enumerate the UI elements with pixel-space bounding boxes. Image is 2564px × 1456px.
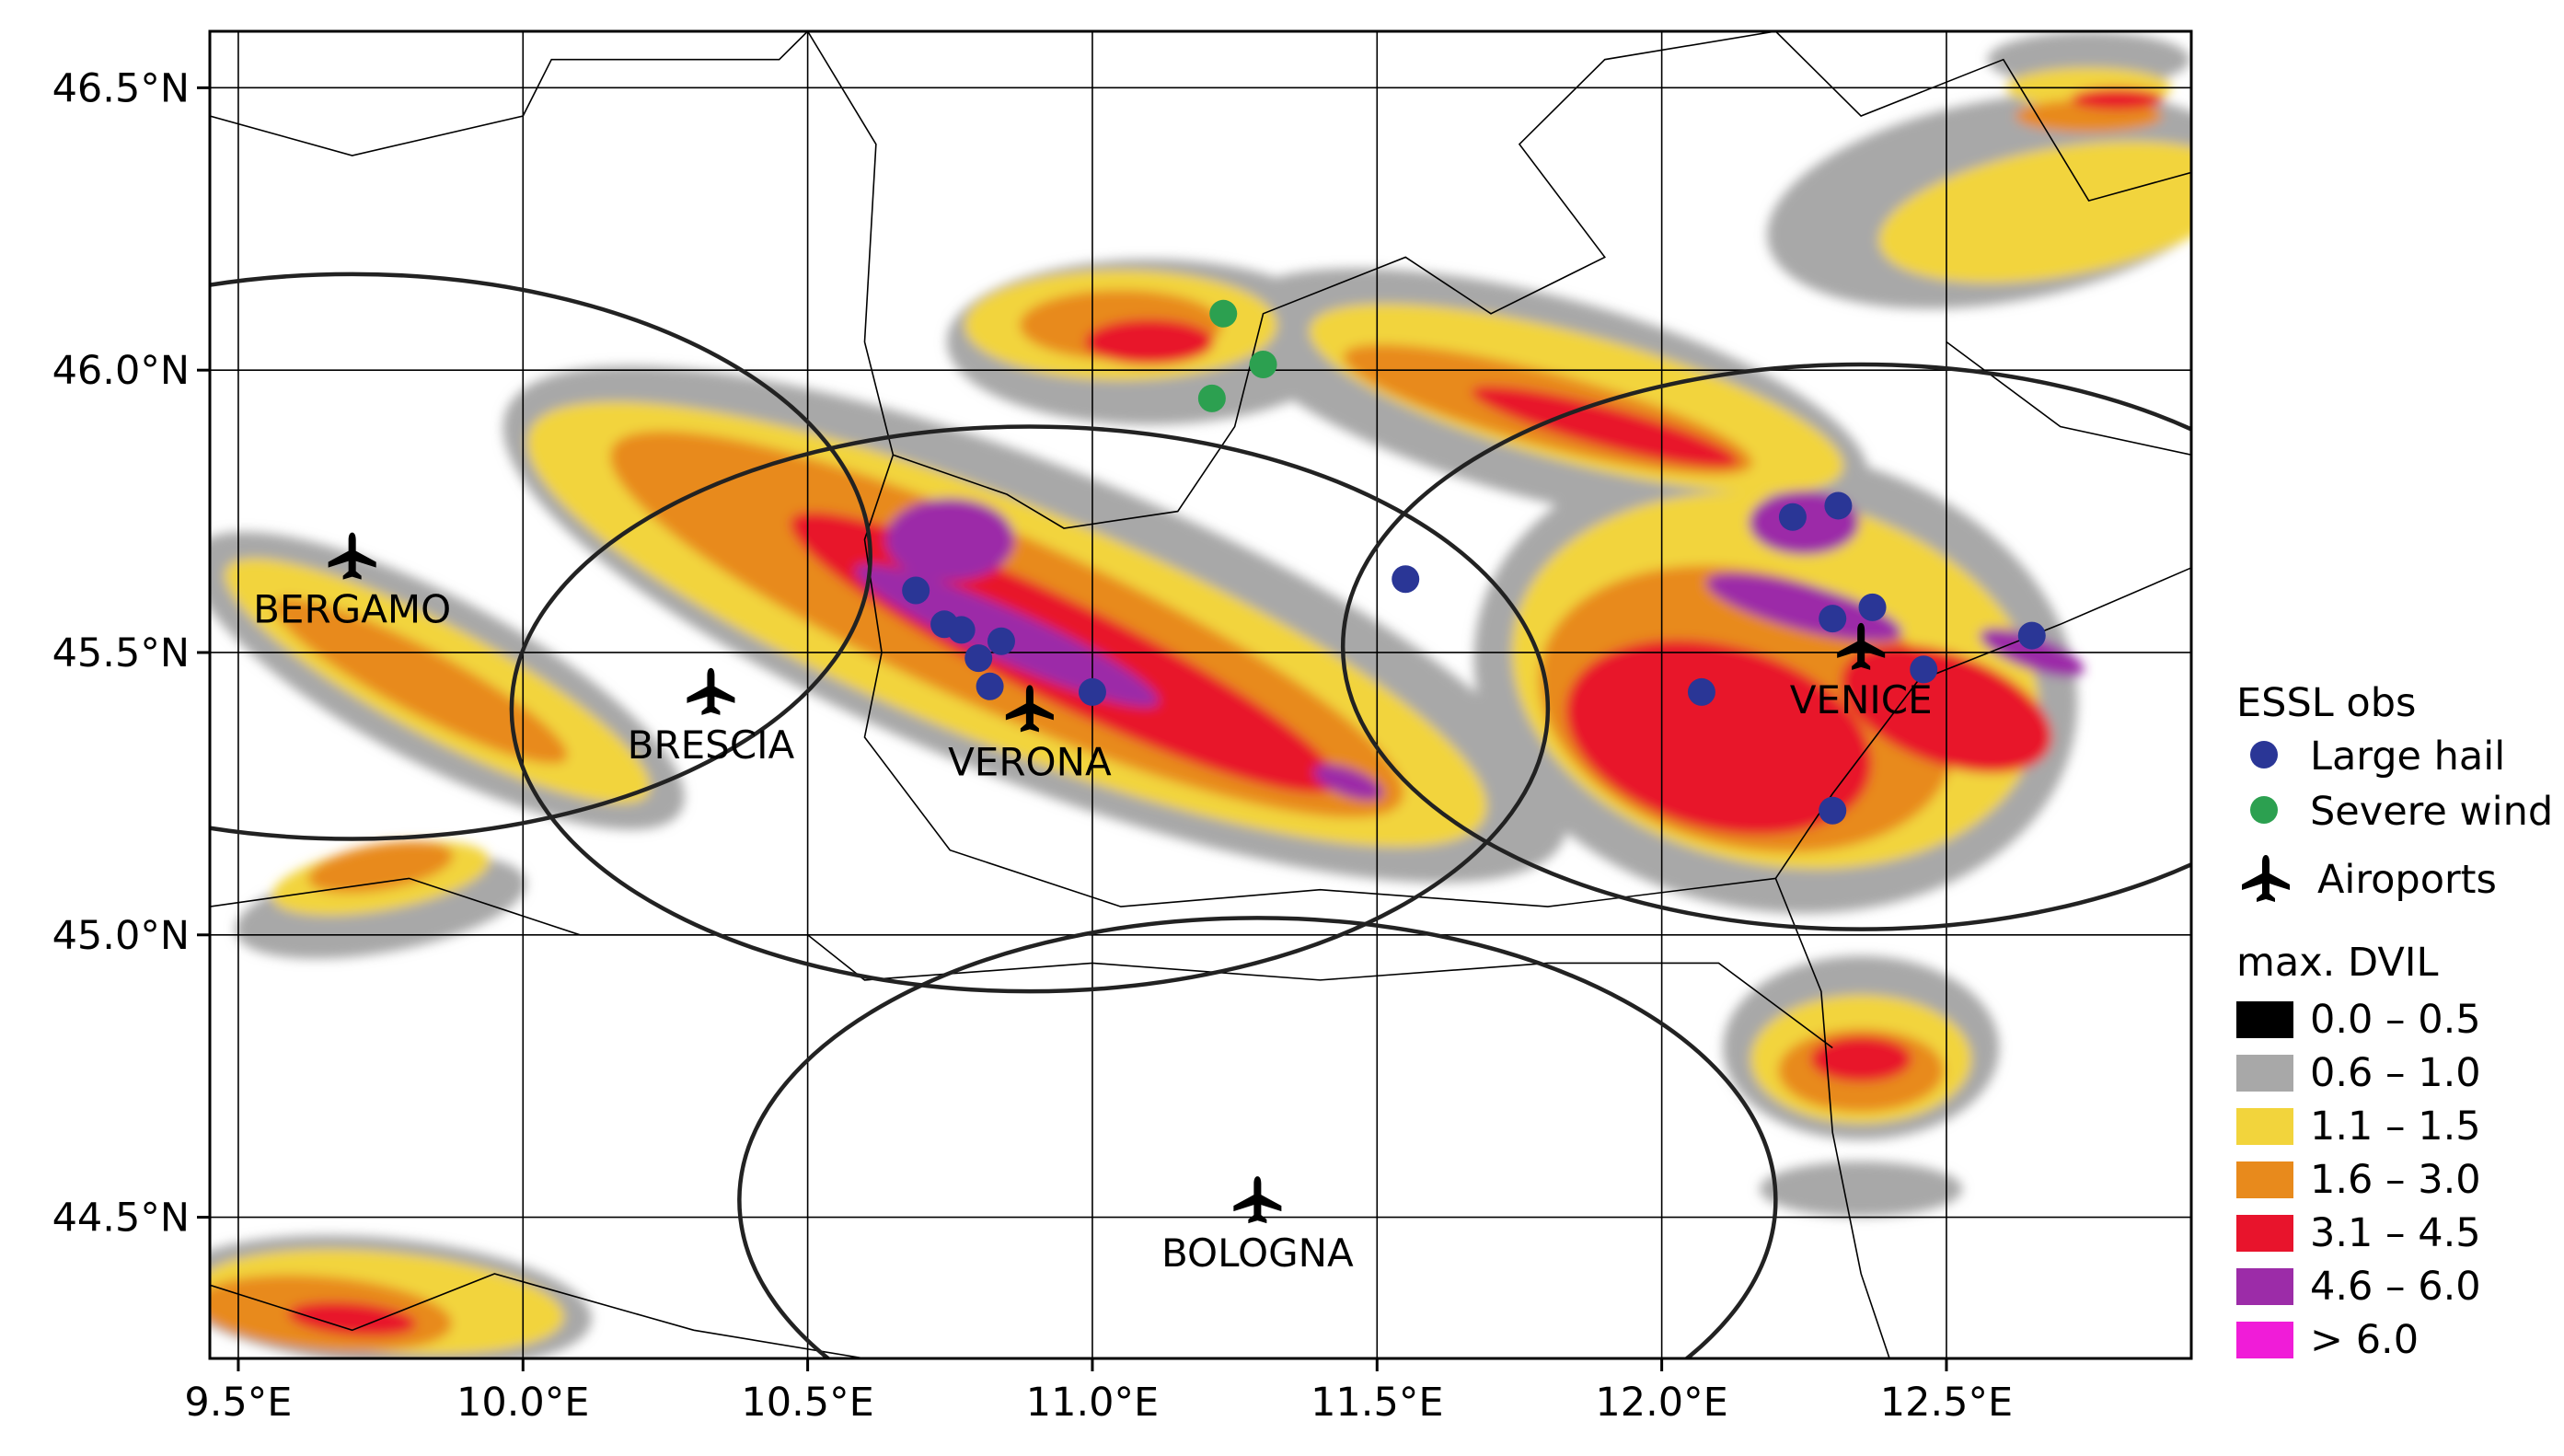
large-hail-marker	[947, 616, 976, 644]
legend-large-hail-label: Large hail	[2310, 734, 2505, 780]
dvil-field	[210, 31, 2191, 1358]
x-tick-label: 11.0°E	[1026, 1380, 1159, 1426]
legend-dvil-label: 4.6 – 6.0	[2310, 1264, 2481, 1310]
large-hail-marker	[1824, 491, 1853, 520]
dvil-cell	[1565, 639, 1872, 836]
y-tick-label: 46.0°N	[52, 348, 190, 394]
large-hail-marker	[1819, 605, 1847, 633]
x-tick-label: 12.5°E	[1880, 1380, 2013, 1426]
legend-dvil-label: 3.1 – 4.5	[2310, 1210, 2481, 1256]
legend-severe-wind-swatch	[2250, 796, 2278, 824]
dvil-cell	[287, 1301, 417, 1336]
large-hail-marker	[1910, 655, 1938, 684]
severe-wind-marker	[1249, 351, 1277, 379]
large-hail-marker	[902, 576, 930, 605]
legend-dvil-label: > 6.0	[2310, 1317, 2419, 1363]
severe-wind-marker	[1209, 299, 1238, 328]
legend-dvil-swatch	[2236, 1322, 2293, 1358]
legend-dvil-label: 1.1 – 1.5	[2310, 1104, 2481, 1150]
dvil-cell	[307, 840, 454, 894]
airport-venice: VENICE	[1790, 622, 1933, 722]
airport-bologna: BOLOGNA	[1161, 1176, 1354, 1276]
map-area: BERGAMO BRESCIA VERONA VENICE BOLOGNA	[210, 31, 2191, 1358]
large-hail-marker	[1819, 796, 1847, 825]
legend-airports-label: Airoports	[2317, 857, 2497, 903]
y-tick-label: 45.5°N	[52, 630, 190, 676]
legend-dvil-title: max. DVIL	[2236, 940, 2438, 986]
legend: ESSL obs Large hail Severe wind Airoports ma…	[2236, 680, 2553, 1363]
x-tick-label: 10.5°E	[741, 1380, 873, 1426]
x-tick-label: 11.5°E	[1311, 1380, 1443, 1426]
legend-severe-wind-label: Severe wind	[2310, 789, 2553, 835]
airport-bergamo: BERGAMO	[253, 532, 451, 632]
airport-verona: VERONA	[948, 685, 1112, 784]
large-hail-marker	[1687, 677, 1715, 706]
dvil-cell	[1810, 1035, 1912, 1082]
airports: BERGAMO BRESCIA VERONA VENICE BOLOGNA	[253, 532, 1933, 1276]
border-line	[1774, 878, 1890, 1358]
legend-essl-title: ESSL obs	[2236, 680, 2416, 726]
airport-label: BOLOGNA	[1161, 1231, 1354, 1276]
legend-dvil-swatch	[2236, 1215, 2293, 1252]
large-hail-marker	[1858, 593, 1887, 621]
x-tick-label: 9.5°E	[184, 1380, 292, 1426]
x-tick-label: 12.0°E	[1595, 1380, 1727, 1426]
legend-dvil-swatch	[2236, 1055, 2293, 1092]
radar-circle-verona	[509, 424, 1551, 994]
dvil-cell	[273, 597, 568, 764]
radar-circle-bergamo	[210, 272, 872, 841]
airport-label: BRESCIA	[628, 722, 795, 768]
border-line	[210, 1273, 865, 1358]
legend-dvil-swatch	[2236, 1108, 2293, 1145]
map-frame	[208, 29, 2193, 1360]
large-hail-marker	[1392, 565, 1420, 594]
dvil-cell	[1313, 764, 1384, 801]
dvil-cell	[1471, 386, 1738, 468]
airport-brescia: BRESCIA	[628, 667, 795, 768]
large-hail-marker	[987, 627, 1015, 655]
airport-label: VENICE	[1790, 677, 1933, 722]
border-line	[806, 31, 1776, 529]
legend-large-hail-swatch	[2250, 741, 2278, 768]
grid-lines	[210, 31, 2191, 1358]
x-tick-label: 10.0°E	[456, 1380, 589, 1426]
radar-range-circles	[210, 272, 2191, 1358]
large-hail-marker	[1778, 503, 1807, 531]
border-line	[210, 877, 1833, 1049]
radar-circle-venice	[1341, 362, 2191, 931]
dvil-cell	[1705, 572, 1902, 642]
y-tick-label: 46.5°N	[52, 65, 190, 111]
legend-dvil-label: 0.6 – 1.0	[2310, 1050, 2481, 1096]
essl-observations	[902, 299, 2046, 825]
y-tick-label: 45.0°N	[52, 913, 190, 959]
axis-ticks: 9.5°E 10.0°E 10.5°E 11.0°E 11.5°E 12.0°E 12.5°…	[52, 65, 2014, 1426]
dvil-cell	[1084, 318, 1214, 365]
large-hail-marker	[1078, 677, 1106, 706]
dvil-cell	[2071, 87, 2164, 110]
y-tick-label: 44.5°N	[52, 1196, 190, 1242]
dvil-cell	[1878, 141, 2191, 283]
airport-label: BERGAMO	[253, 587, 451, 632]
radar-circle-bologna	[737, 916, 1778, 1358]
large-hail-marker	[2017, 621, 2046, 650]
legend-dvil-swatch	[2236, 1268, 2293, 1305]
legend-airplane-icon	[2242, 855, 2290, 902]
legend-dvil-swatch	[2236, 1161, 2293, 1198]
large-hail-marker	[976, 672, 1004, 700]
dvil-cell	[1760, 1161, 1963, 1217]
severe-wind-marker	[1197, 384, 1226, 412]
large-hail-marker	[964, 644, 993, 673]
legend-dvil-label: 1.6 – 3.0	[2310, 1157, 2481, 1203]
legend-dvil-swatch	[2236, 1001, 2293, 1038]
legend-dvil-label: 0.0 – 0.5	[2310, 997, 2481, 1043]
dvil-cell	[885, 498, 1015, 582]
airport-label: VERONA	[948, 739, 1112, 784]
